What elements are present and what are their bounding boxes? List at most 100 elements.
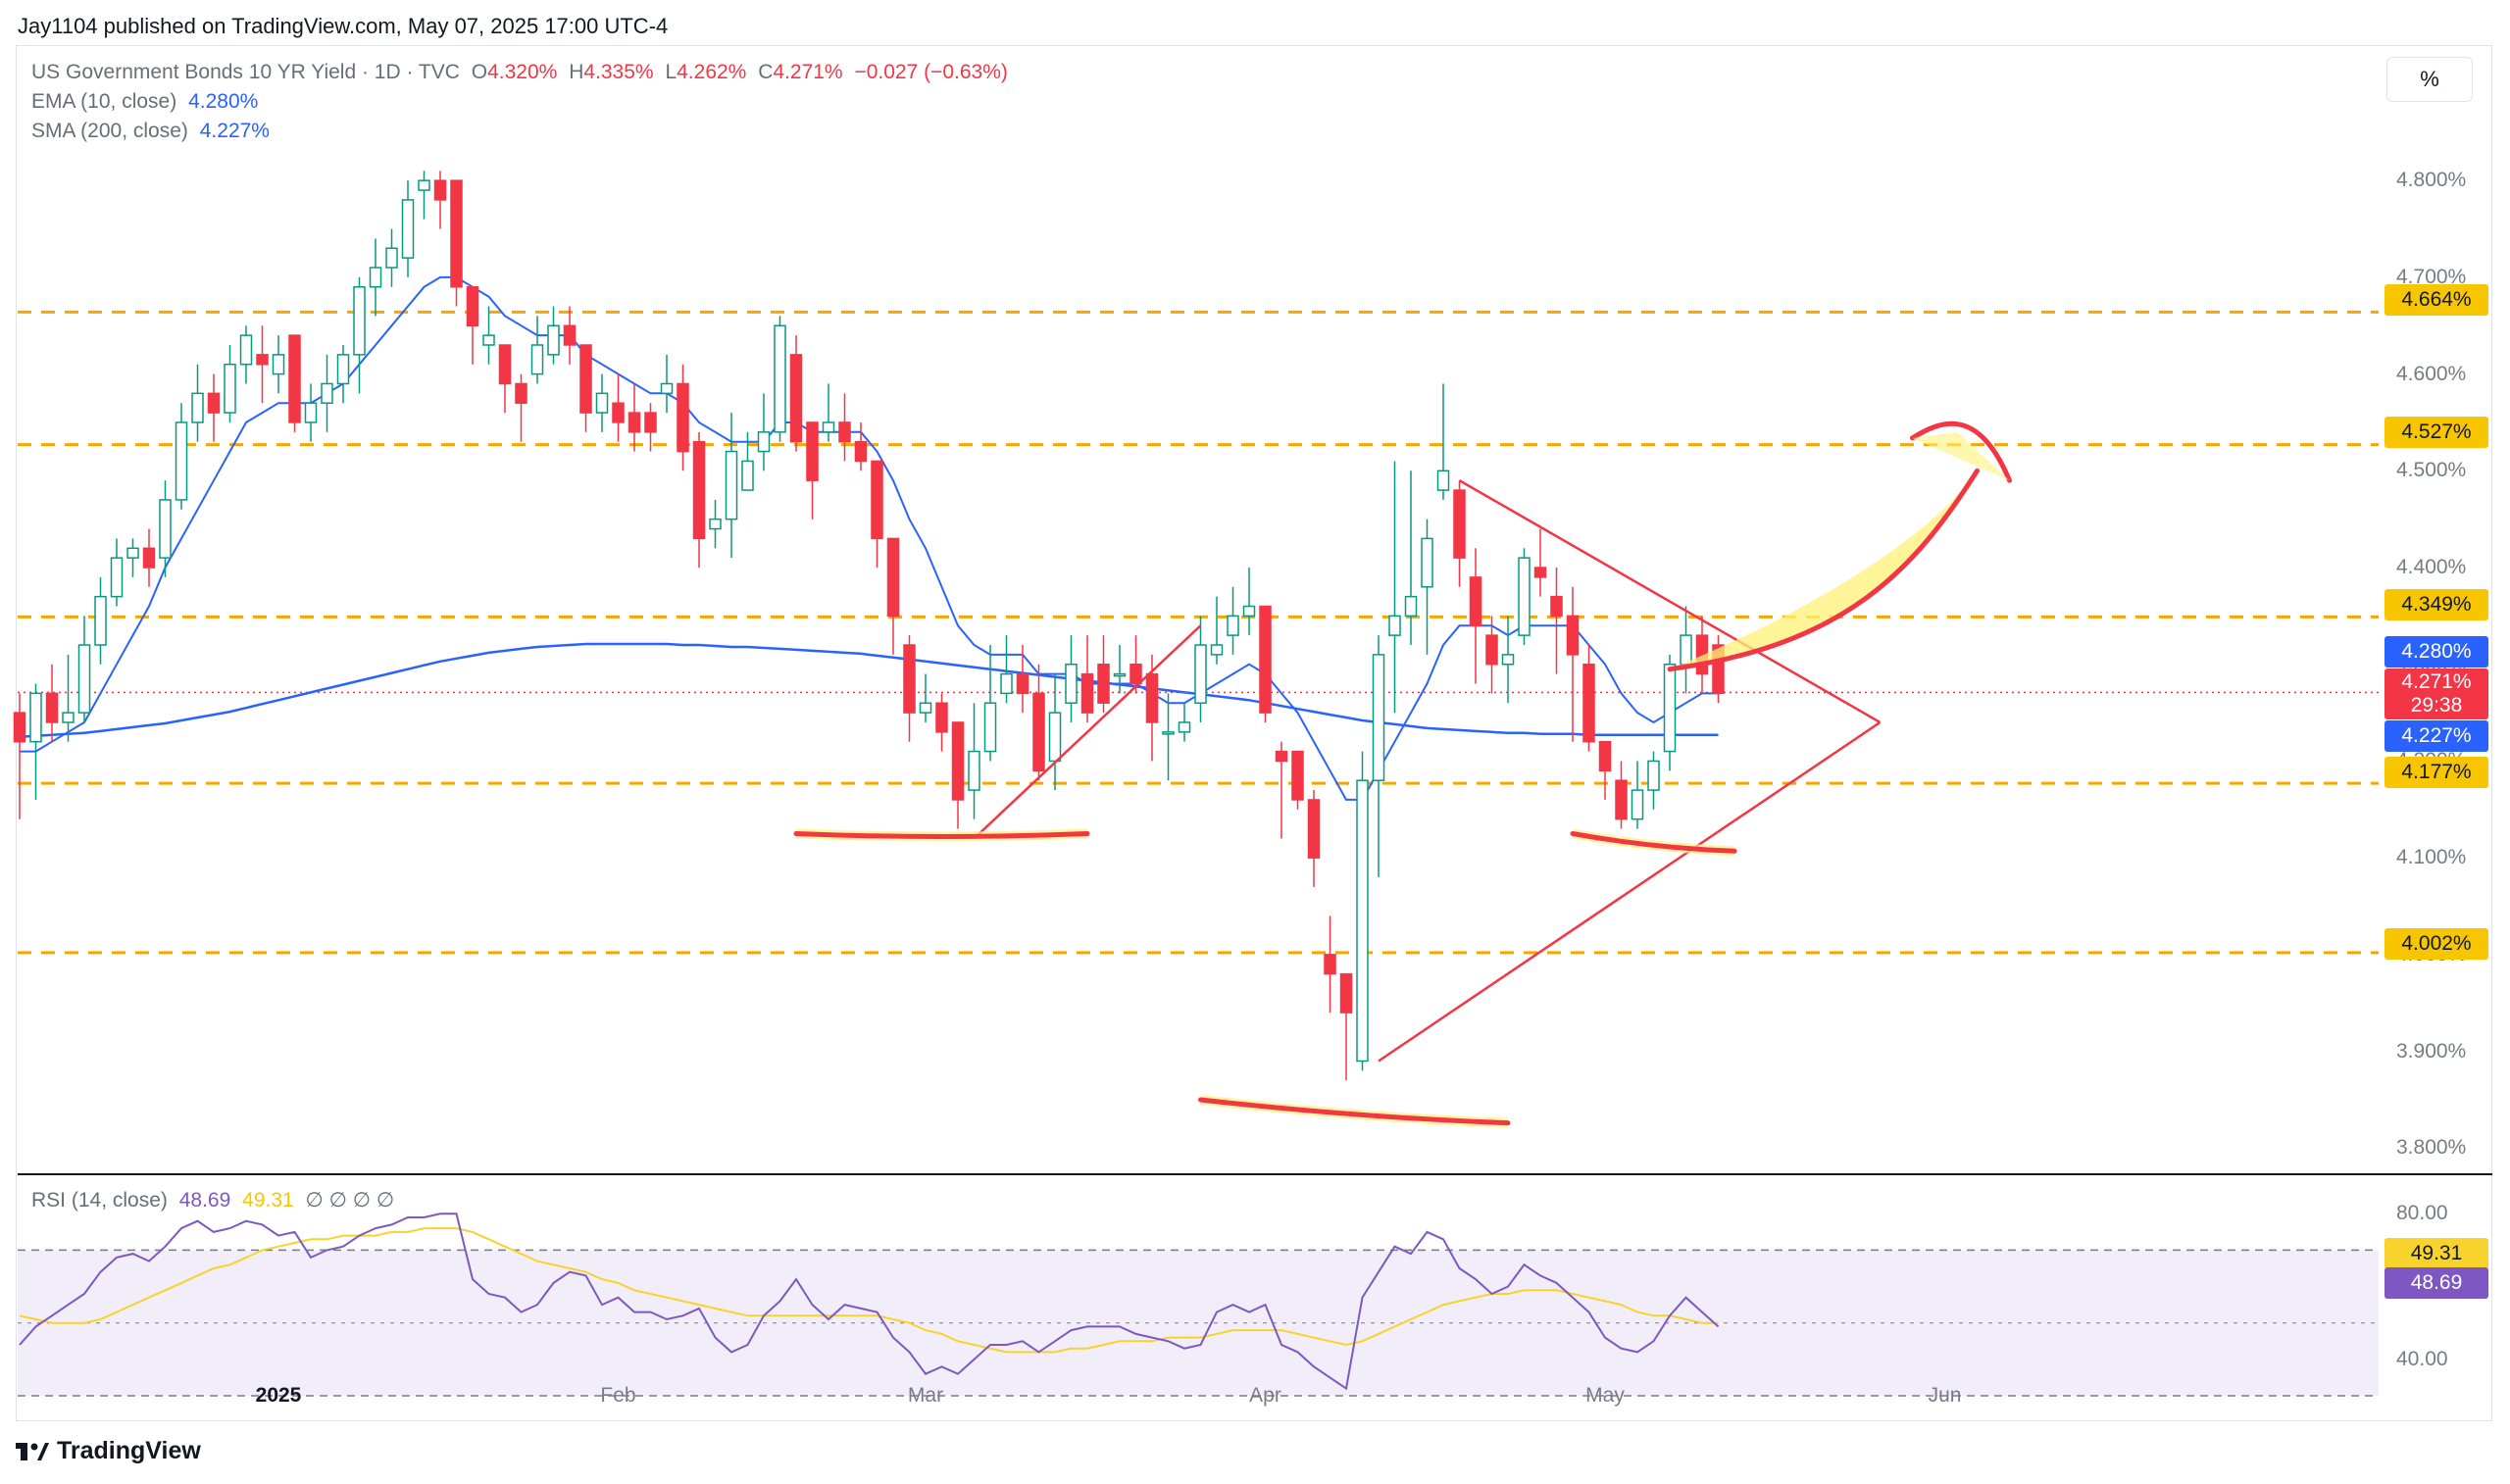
rsi-tag: 48.69 (2384, 1267, 2488, 1299)
candle-down (515, 382, 527, 404)
candle-up (530, 344, 544, 375)
candle-up (1631, 789, 1644, 820)
price-tag-last: 4.271% 29:38 (2384, 668, 2488, 719)
candle-up (774, 324, 786, 433)
candle-up (418, 179, 430, 191)
candle-down (1582, 663, 1595, 743)
candle-up (1663, 663, 1677, 753)
rsi-tick-label: 40.00 (2396, 1347, 2448, 1370)
candle-down (563, 324, 577, 346)
candle-down (951, 721, 965, 801)
candle-up (1404, 595, 1418, 618)
price-tag-4349: 4.349% (2384, 589, 2488, 620)
legend-main: US Government Bonds 10 YR Yield · 1D · T… (31, 61, 1020, 84)
x-tick-label: Mar (907, 1384, 944, 1407)
candle-up (822, 421, 835, 433)
candle-down (935, 702, 948, 733)
price-tag-4177: 4.177% (2384, 757, 2488, 788)
candle-down (45, 692, 59, 723)
candle-up (385, 247, 398, 269)
candle-up (1647, 760, 1660, 791)
candle-up (94, 595, 107, 646)
candle-up (304, 402, 318, 423)
bottom-mark (793, 830, 1090, 839)
bottom-mark (1570, 830, 1737, 854)
candle-up (1680, 634, 1692, 666)
price-tag-ema: 4.280% (2384, 636, 2488, 668)
candle-up (1000, 672, 1013, 695)
legend-rsi-label: RSI (14, close) (31, 1189, 168, 1212)
price-tag-4527: 4.527% (2384, 417, 2488, 448)
candle-down (1550, 595, 1563, 618)
candle-up (29, 692, 42, 743)
candle-down (1259, 605, 1272, 714)
candle-up (1113, 672, 1127, 677)
rsi-line (19, 1212, 1720, 1391)
candle-down (1130, 663, 1142, 685)
candle-down (903, 644, 916, 714)
candle-up (919, 702, 932, 714)
x-tick-label: Jun (1928, 1384, 1962, 1407)
candle-down (1016, 672, 1029, 695)
bar-countdown: 29:38 (2410, 694, 2463, 717)
candle-up (741, 460, 754, 491)
candle-up (547, 324, 560, 356)
triangle-lower-trendline (1378, 720, 1882, 1063)
candle-down (207, 392, 221, 414)
candle-up (175, 421, 188, 501)
last-price-value: 4.271% (2401, 670, 2472, 693)
legend-sma: SMA (200, close) 4.227% (31, 120, 276, 143)
candle-down (871, 460, 883, 540)
candle-up (224, 363, 236, 414)
candle-down (1145, 672, 1159, 723)
x-tick-label: Feb (600, 1384, 636, 1407)
legend-close: 4.271% (773, 61, 843, 83)
candle-down (1339, 972, 1353, 1014)
candle-down (1598, 740, 1612, 772)
sma200-line (19, 642, 1719, 739)
candle-up (1162, 731, 1175, 735)
x-tick-label: 2025 (255, 1384, 302, 1407)
candle-down (1485, 634, 1498, 666)
candle-down (142, 547, 156, 569)
candle-down (644, 412, 657, 433)
candle-down (498, 344, 512, 385)
candle-up (968, 750, 980, 791)
legend-ema-label: EMA (10, close) (31, 90, 177, 113)
candle-down (1469, 576, 1482, 627)
candle-down (1566, 615, 1580, 656)
candle-down (886, 537, 900, 618)
candle-down (256, 354, 269, 366)
candle-up (725, 450, 738, 520)
legend-sma-label: SMA (200, close) (31, 120, 188, 142)
candle-up (1210, 644, 1224, 656)
candle-up (126, 547, 139, 559)
candle-up (1421, 537, 1433, 588)
y-tick-label: 4.500% (2396, 459, 2467, 482)
candle-down (1080, 672, 1094, 714)
candle-down (1032, 692, 1045, 772)
candle-up (191, 392, 204, 423)
legend-rsi-na: ∅ ∅ ∅ ∅ (305, 1189, 395, 1212)
candle-up (1388, 615, 1401, 636)
candle-up (1178, 721, 1191, 733)
legend-change: −0.027 (−0.63%) (854, 61, 1008, 83)
candle-down (1097, 663, 1110, 704)
legend-ema-value: 4.280% (188, 90, 259, 113)
legend-sma-value: 4.227% (199, 120, 270, 142)
candle-up (1518, 557, 1531, 636)
published-header: Jay1104 published on TradingView.com, Ma… (18, 14, 669, 38)
candle-up (1065, 663, 1078, 704)
candle-down (612, 402, 625, 423)
ema10-line (20, 275, 1719, 801)
legend-ohlc: O4.320% H4.335% L4.262% C4.271% −0.027 (… (471, 61, 1008, 83)
y-tick-label: 4.400% (2396, 556, 2467, 579)
tradingview-footer[interactable]: TradingView (16, 1437, 201, 1465)
price-tag-4664: 4.664% (2384, 284, 2488, 316)
x-tick-label: Apr (1249, 1384, 1281, 1407)
candle-up (353, 286, 366, 356)
legend-high: 4.335% (583, 61, 654, 83)
candle-up (77, 644, 91, 714)
percent-scale-button[interactable]: % (2386, 57, 2473, 102)
